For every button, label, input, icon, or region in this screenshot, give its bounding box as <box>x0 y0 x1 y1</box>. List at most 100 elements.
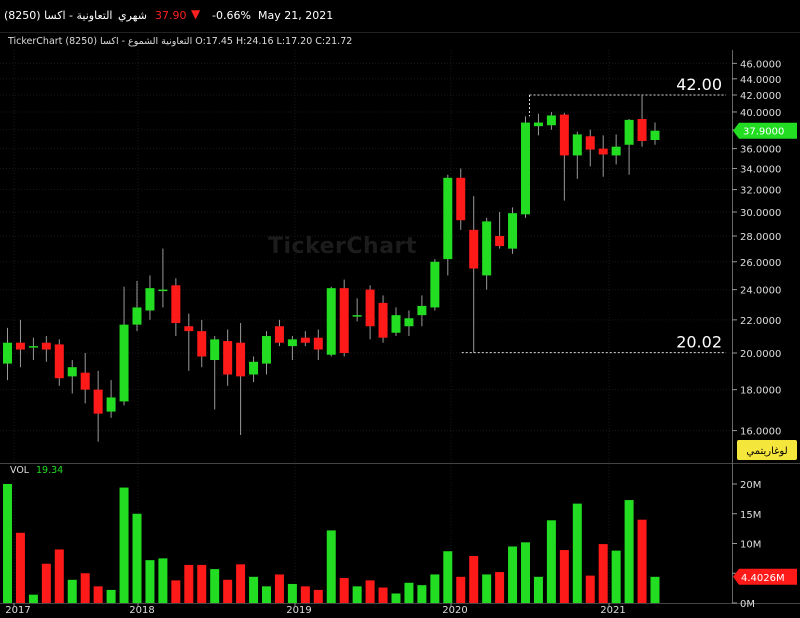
last-price: 37.90 <box>155 9 187 22</box>
x-tick-label: 2017 <box>5 605 30 616</box>
annotation-low-label: 20.02 <box>676 333 722 352</box>
y-tick-label: 42.0000 <box>740 91 781 102</box>
candle-body <box>611 146 621 156</box>
y-tick-label: 28.0000 <box>740 232 781 243</box>
volume-value: 19.34 <box>36 465 63 476</box>
volume-bar <box>611 550 621 603</box>
x-tick-label: 2019 <box>286 605 311 616</box>
volume-bar <box>443 551 453 603</box>
header-divider <box>0 32 800 33</box>
candle-body <box>80 372 90 390</box>
candle-body <box>249 361 259 375</box>
candle-body <box>145 288 155 311</box>
candle-body <box>223 341 233 375</box>
volume-bar <box>145 560 155 603</box>
volume-bar <box>598 544 608 603</box>
vol-tick-label: 5M <box>740 569 755 580</box>
volume-bar <box>197 564 207 603</box>
header-bar: التعاونية - اكسا (8250) شهري 37.90 ▼ -0.… <box>0 0 800 32</box>
candle-body <box>391 315 401 333</box>
volume-bar <box>3 484 12 603</box>
vol-tick-label: 0M <box>740 599 755 610</box>
volume-title: VOL <box>10 465 30 476</box>
last-price-tag <box>733 122 797 139</box>
volume-bar <box>119 487 129 603</box>
time-axis-line <box>0 603 800 604</box>
candle-body <box>184 326 194 332</box>
volume-bar <box>106 589 116 603</box>
last-volume-label: 4.4026M <box>741 573 785 584</box>
volume-bar <box>236 564 246 603</box>
volume-bar <box>352 586 362 603</box>
candle-body <box>352 315 362 317</box>
candle-body <box>417 305 427 316</box>
candle-body <box>28 346 38 348</box>
log-scale-label: لوغاريتمي <box>746 446 787 457</box>
volume-bar <box>67 579 77 603</box>
volume-separator <box>0 463 800 464</box>
candle-body <box>274 326 284 343</box>
annotation-high-label: 42.00 <box>676 75 722 94</box>
candle-body <box>624 119 634 145</box>
candle-body <box>559 114 569 156</box>
candle-body <box>378 302 388 338</box>
vol-tick-label: 15M <box>740 510 761 521</box>
log-scale-button <box>737 440 797 460</box>
candle-body <box>404 318 414 327</box>
y-tick-label: 36.0000 <box>740 145 781 156</box>
volume-bar <box>378 587 388 603</box>
volume-bar <box>132 513 142 603</box>
last-price-label: 37.9000 <box>743 127 784 138</box>
candle-body <box>637 118 647 141</box>
y-tick-label: 18.0000 <box>740 386 781 397</box>
candle-body <box>67 367 77 377</box>
volume-bar <box>585 575 595 603</box>
volume-bar <box>546 520 556 603</box>
period-label[interactable]: شهري <box>118 9 147 22</box>
volume-bar <box>158 558 168 603</box>
candle-body <box>572 134 582 156</box>
candle-body <box>15 342 25 350</box>
volume-bar <box>624 500 634 603</box>
volume-bar <box>572 503 582 603</box>
symbol-title[interactable]: التعاونية - اكسا (8250) <box>4 9 113 22</box>
y-tick-label: 22.0000 <box>740 316 781 327</box>
volume-bar <box>495 572 505 603</box>
volume-bar <box>80 573 90 603</box>
candle-body <box>546 115 556 126</box>
volume-bar <box>326 530 336 603</box>
candle-body <box>236 342 246 377</box>
watermark: TickerChart <box>268 234 417 259</box>
volume-bar <box>249 576 259 603</box>
volume-bar <box>365 580 375 603</box>
volume-bar <box>93 586 103 603</box>
volume-bar <box>533 576 543 603</box>
candle-body <box>533 122 543 127</box>
volume-bar <box>171 580 181 603</box>
candle-body <box>313 337 323 350</box>
candle-body <box>482 221 492 276</box>
volume-bar <box>469 555 479 603</box>
y-tick-label: 16.0000 <box>740 427 781 438</box>
price-axis-line <box>732 50 733 604</box>
volume-bar <box>223 579 233 603</box>
candle-body <box>158 289 168 292</box>
down-arrow-icon: ▼ <box>191 7 201 21</box>
volume-bar <box>456 576 466 603</box>
volume-bar <box>262 586 271 603</box>
volume-bar <box>15 532 25 603</box>
y-tick-label: 40.0000 <box>740 108 781 119</box>
volume-bar <box>508 546 518 603</box>
candle-body <box>443 177 453 260</box>
candle-body <box>521 122 530 215</box>
candle-body <box>287 339 297 347</box>
volume-bar <box>391 593 401 603</box>
candle-body <box>339 288 349 353</box>
volume-bar <box>210 569 220 603</box>
volume-bar <box>184 564 194 603</box>
x-tick-label: 2018 <box>129 605 154 616</box>
candle-body <box>326 288 336 355</box>
candle-body <box>469 229 479 269</box>
volume-bar <box>559 550 569 603</box>
